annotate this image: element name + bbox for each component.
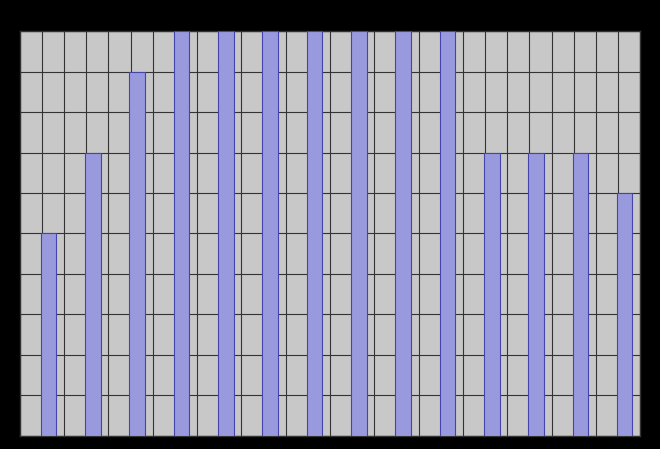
Bar [573, 153, 588, 436]
Bar [528, 153, 544, 436]
Bar [307, 31, 322, 436]
Bar [484, 153, 500, 436]
Bar [440, 31, 455, 436]
Bar [395, 31, 411, 436]
Bar [218, 31, 234, 436]
Bar [263, 31, 278, 436]
Bar [617, 193, 632, 436]
Bar [41, 233, 56, 436]
Bar [85, 153, 101, 436]
Bar [351, 31, 366, 436]
Title: Staffing Plan: Staffing Plan [290, 17, 370, 30]
Bar [174, 31, 189, 436]
Bar [129, 72, 145, 436]
